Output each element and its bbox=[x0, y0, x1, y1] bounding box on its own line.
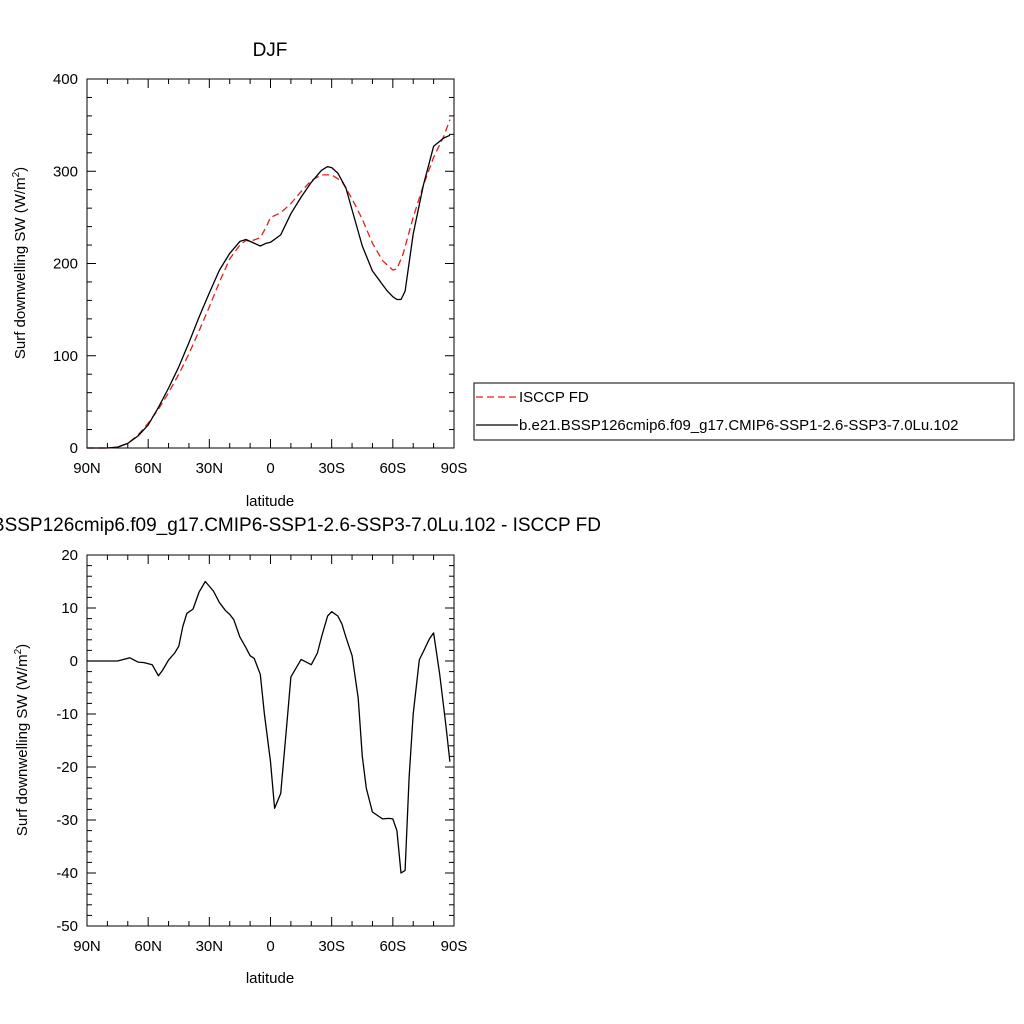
top-panel: DJF 90N 60N 30N 0 30S 60S 90S 0 100 200 300 400 lat… bbox=[11, 40, 467, 510]
top-series bbox=[87, 119, 451, 449]
top-xtick-label: 60N bbox=[134, 460, 162, 477]
bottom-ytick-label: -10 bbox=[56, 706, 78, 723]
top-ytick-label: 300 bbox=[53, 163, 78, 180]
legend-label-isccp: ISCCP FD bbox=[519, 389, 589, 406]
top-ytick-label: 0 bbox=[70, 440, 78, 457]
top-y-axis-label: Surf downwelling SW (W/m2) bbox=[11, 167, 29, 359]
bottom-plot-frame bbox=[86, 554, 455, 927]
top-xtick-label: 30N bbox=[196, 460, 224, 477]
bottom-ytick-label: -50 bbox=[56, 918, 78, 935]
bottom-xtick-label: 30N bbox=[196, 938, 224, 955]
top-series-line-0 bbox=[87, 119, 451, 449]
bottom-xtick-label: 60S bbox=[379, 938, 406, 955]
bottom-title: b.e21.BSSP126cmip6.f09_g17.CMIP6-SSP1-2.… bbox=[0, 515, 601, 536]
top-axes: 90N 60N 30N 0 30S 60S 90S 0 100 200 300 400 bbox=[53, 71, 467, 477]
bottom-panel: b.e21.BSSP126cmip6.f09_g17.CMIP6-SSP1-2.… bbox=[0, 515, 601, 987]
bottom-ytick-label: 10 bbox=[61, 600, 78, 617]
bottom-ytick-label: -40 bbox=[56, 865, 78, 882]
bottom-series-line-0 bbox=[87, 580, 451, 874]
bottom-ytick-label: 20 bbox=[61, 547, 78, 564]
top-title: DJF bbox=[253, 40, 288, 61]
top-xtick-label: 90N bbox=[73, 460, 101, 477]
top-xtick-label: 90S bbox=[441, 460, 468, 477]
bottom-series bbox=[87, 580, 451, 874]
top-ytick-label: 100 bbox=[53, 348, 78, 365]
bottom-xtick-label: 90N bbox=[73, 938, 101, 955]
bottom-ytick-label: -20 bbox=[56, 759, 78, 776]
top-series-line-1 bbox=[87, 134, 451, 449]
bottom-xtick-label: 0 bbox=[266, 938, 274, 955]
bottom-axes: 90N 60N 30N 0 30S 60S 90S -50 -40 -30 -20 -10 0 10 20 bbox=[56, 547, 467, 955]
top-xtick-label: 0 bbox=[266, 460, 274, 477]
bottom-xtick-label: 90S bbox=[441, 938, 468, 955]
top-xtick-label: 60S bbox=[379, 460, 406, 477]
bottom-xtick-label: 30S bbox=[318, 938, 345, 955]
bottom-y-axis-label: Surf downwelling SW (W/m2) bbox=[13, 644, 31, 836]
top-ytick-label: 400 bbox=[53, 71, 78, 88]
top-x-axis-label: latitude bbox=[246, 493, 294, 510]
bottom-x-axis-label: latitude bbox=[246, 970, 294, 987]
top-ytick-label: 200 bbox=[53, 256, 78, 273]
bottom-xtick-label: 60N bbox=[134, 938, 162, 955]
legend: ISCCP FD b.e21.BSSP126cmip6.f09_g17.CMIP… bbox=[473, 382, 1015, 441]
bottom-ytick-label: 0 bbox=[70, 653, 78, 670]
top-xtick-label: 30S bbox=[318, 460, 345, 477]
bottom-ytick-label: -30 bbox=[56, 812, 78, 829]
legend-label-model: b.e21.BSSP126cmip6.f09_g17.CMIP6-SSP1-2.… bbox=[519, 417, 958, 434]
legend-box bbox=[473, 382, 1015, 441]
